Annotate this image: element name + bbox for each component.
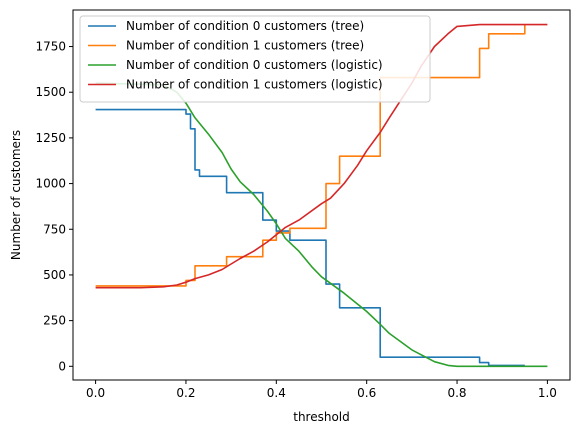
x-tick-label: 1.0 (538, 386, 557, 400)
x-tick-label: 0.4 (267, 386, 286, 400)
series-layer (95, 23, 548, 368)
y-axis-ticks: 0 250 500 750 1000 1250 1500 1750 (35, 40, 73, 373)
series-line-1 (95, 24, 526, 287)
plot-frame (72, 9, 571, 381)
x-axis-label: threshold (293, 410, 350, 424)
x-tick-label: 0.6 (357, 386, 376, 400)
legend-box (79, 15, 431, 103)
y-tick-label: 1500 (35, 85, 66, 99)
y-tick-label: 750 (43, 222, 66, 236)
x-tick-label: 0.0 (86, 386, 105, 400)
x-tick-label: 0.2 (176, 386, 195, 400)
legend: Number of condition 0 customers (tree) Nu… (79, 15, 431, 103)
y-tick-label: 1750 (35, 40, 66, 54)
legend-label-2: Number of condition 0 customers (logisti… (126, 58, 383, 72)
legend-label-3: Number of condition 1 customers (logisti… (126, 78, 383, 92)
series-line-2 (95, 82, 548, 368)
series-line-3 (95, 23, 548, 289)
series-line-0 (95, 108, 525, 367)
x-tick-label: 0.8 (447, 386, 466, 400)
y-tick-label: 0 (58, 359, 66, 373)
y-tick-label: 250 (43, 314, 66, 328)
x-axis-ticks: 0.0 0.2 0.4 0.6 0.8 1.0 (86, 380, 557, 400)
y-tick-label: 1000 (35, 177, 66, 191)
legend-label-1: Number of condition 1 customers (tree) (126, 39, 364, 53)
legend-label-0: Number of condition 0 customers (tree) (126, 19, 364, 33)
y-tick-label: 1250 (35, 131, 66, 145)
y-tick-label: 500 (43, 268, 66, 282)
y-axis-label: Number of customers (9, 130, 23, 260)
